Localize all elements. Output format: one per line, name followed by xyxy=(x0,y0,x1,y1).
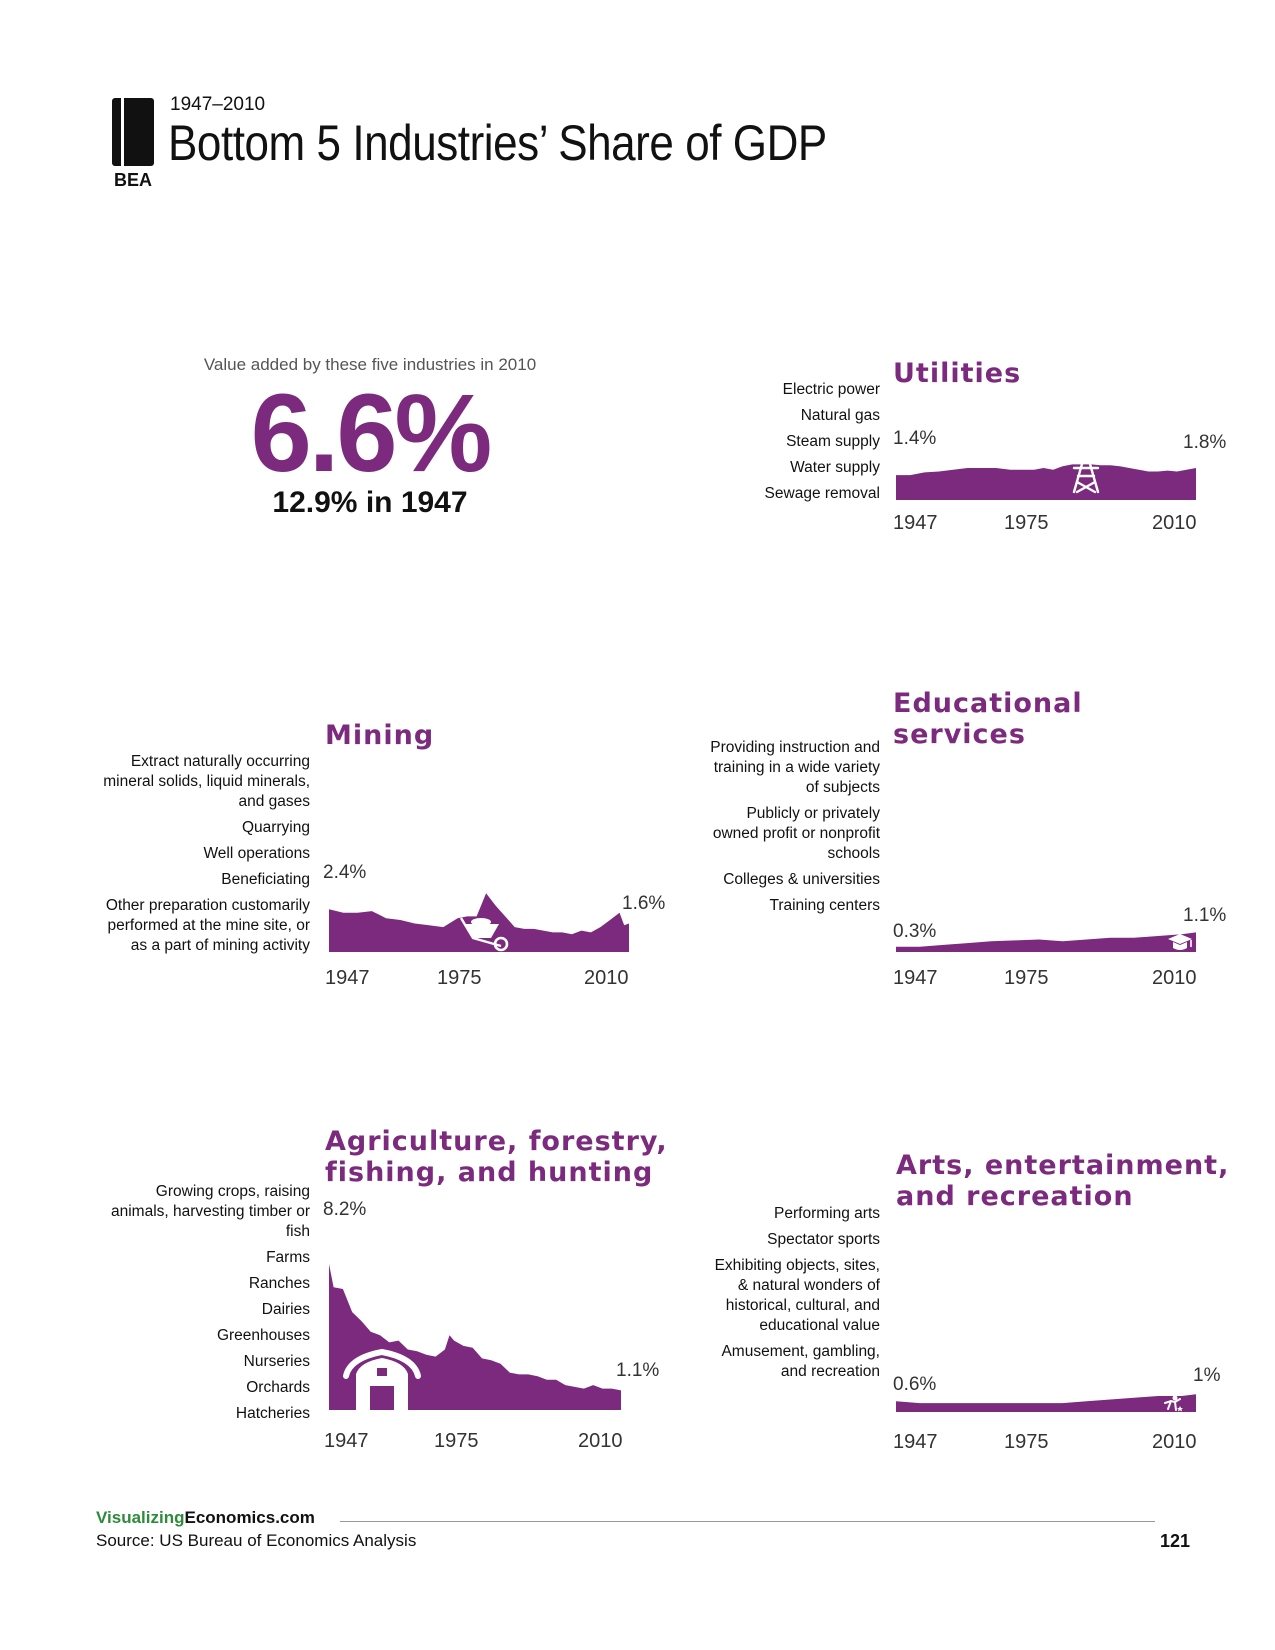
agriculture-description: Growing crops, raising animals, harvesti… xyxy=(100,1182,310,1430)
education-title: Educational services xyxy=(893,688,1083,750)
barn-icon xyxy=(343,1348,421,1410)
utilities-year-mid: 1975 xyxy=(1004,512,1049,534)
agriculture-year-end: 2010 xyxy=(578,1430,623,1452)
education-item: Publicly or privately owned profit or no… xyxy=(712,805,880,862)
utilities-area-series xyxy=(896,464,1196,500)
mining-item: Extract naturally occurring mineral soli… xyxy=(103,753,310,810)
mining-item: Well operations xyxy=(203,845,310,862)
education-year-mid: 1975 xyxy=(1004,967,1049,989)
utilities-year-end: 2010 xyxy=(1152,512,1197,534)
education-title-line1: Educational xyxy=(893,688,1083,719)
arts-year-mid: 1975 xyxy=(1004,1431,1049,1453)
agriculture-item: Dairies xyxy=(261,1301,310,1318)
education-start-value: 0.3% xyxy=(893,921,937,942)
utilities-item: Steam supply xyxy=(786,433,880,450)
bea-logo-text: BEA xyxy=(114,170,153,190)
footer-source: Source: US Bureau of Economics Analysis xyxy=(96,1531,417,1550)
mining-item: Beneficiating xyxy=(221,871,310,888)
agriculture-title: Agriculture, forestry, fishing, and hunt… xyxy=(325,1126,668,1188)
mining-year-end: 2010 xyxy=(584,967,629,989)
agriculture-end-value: 1.1% xyxy=(616,1360,660,1381)
utilities-end-value: 1.8% xyxy=(1183,432,1227,453)
utilities-description: Electric power Natural gas Steam supply … xyxy=(700,380,880,510)
arts-area-chart xyxy=(896,1394,1196,1412)
agriculture-title-line2: fishing, and hunting xyxy=(325,1157,654,1188)
arts-title-line1: Arts, entertainment, xyxy=(896,1150,1230,1181)
agriculture-start-value: 8.2% xyxy=(323,1199,367,1220)
education-area-series xyxy=(896,932,1196,952)
arts-description: Performing arts Spectator sports Exhibit… xyxy=(700,1204,880,1388)
education-end-value: 1.1% xyxy=(1183,905,1227,926)
arts-area-series xyxy=(896,1394,1196,1412)
page-number: 121 xyxy=(1160,1531,1191,1551)
agriculture-item: Greenhouses xyxy=(216,1327,310,1344)
arts-item: Performing arts xyxy=(774,1205,880,1222)
page-title: Bottom 5 Industries’ Share of GDP xyxy=(168,115,827,171)
mining-year-mid: 1975 xyxy=(437,967,482,989)
arts-year-start: 1947 xyxy=(893,1431,938,1453)
kpi-caption: Value added by these five industries in … xyxy=(203,355,537,374)
mining-end-value: 1.6% xyxy=(622,893,666,914)
arts-year-end: 2010 xyxy=(1152,1431,1197,1453)
bea-logo-mark xyxy=(112,98,154,166)
education-description: Providing instruction and training in a … xyxy=(700,738,880,922)
graduation-cap-icon xyxy=(1168,934,1192,950)
education-item: Training centers xyxy=(769,897,880,914)
arts-title-line2: and recreation xyxy=(896,1181,1134,1212)
education-area-chart xyxy=(896,932,1196,952)
agriculture-item: Nurseries xyxy=(243,1353,310,1370)
arts-title: Arts, entertainment, and recreation xyxy=(896,1150,1229,1212)
utilities-item: Electric power xyxy=(782,381,880,398)
kpi-value: 6.6% xyxy=(250,372,493,495)
agriculture-item: Hatcheries xyxy=(235,1405,310,1422)
utilities-area-chart xyxy=(896,464,1196,500)
education-item: Colleges & universities xyxy=(723,871,880,888)
arts-end-value: 1% xyxy=(1193,1365,1221,1386)
agriculture-item: Ranches xyxy=(248,1275,310,1292)
footer-brand-part2: Economics.com xyxy=(184,1508,315,1527)
agriculture-year-mid: 1975 xyxy=(434,1430,479,1452)
agriculture-item: Farms xyxy=(266,1249,310,1266)
agriculture-item: Growing crops, raising animals, harvesti… xyxy=(111,1183,310,1240)
mining-year-start: 1947 xyxy=(325,967,370,989)
education-item: Providing instruction and training in a … xyxy=(710,739,880,796)
utilities-year-start: 1947 xyxy=(893,512,938,534)
performer-icon xyxy=(1164,1395,1183,1412)
agriculture-title-line1: Agriculture, forestry, xyxy=(325,1126,668,1157)
footer-brand-part1: Visualizing xyxy=(96,1508,185,1527)
education-year-start: 1947 xyxy=(893,967,938,989)
arts-start-value: 0.6% xyxy=(893,1374,937,1395)
kpi-sub: 12.9% in 1947 xyxy=(272,486,468,519)
education-year-end: 2010 xyxy=(1152,967,1197,989)
mining-item: Other preparation customarily performed … xyxy=(105,897,310,954)
utilities-start-value: 1.4% xyxy=(893,428,937,449)
mining-start-value: 2.4% xyxy=(323,862,367,883)
arts-item: Amusement, gambling, and recreation xyxy=(721,1343,880,1380)
mining-title: Mining xyxy=(325,720,435,751)
footer-rule xyxy=(340,1521,1155,1522)
mining-item: Quarrying xyxy=(241,819,310,836)
arts-item: Exhibiting objects, sites, & natural won… xyxy=(714,1257,880,1334)
utilities-item: Sewage removal xyxy=(764,485,880,502)
agriculture-item: Orchards xyxy=(246,1379,310,1396)
mining-description: Extract naturally occurring mineral soli… xyxy=(100,752,310,962)
utilities-item: Water supply xyxy=(790,459,880,476)
wheelbarrow-icon xyxy=(459,917,509,952)
agriculture-year-start: 1947 xyxy=(324,1430,369,1452)
utilities-item: Natural gas xyxy=(800,407,880,424)
education-title-line2: services xyxy=(893,719,1026,750)
power-tower-icon xyxy=(1068,448,1104,494)
page-subtitle: 1947–2010 xyxy=(170,94,266,115)
utilities-title: Utilities xyxy=(893,358,1022,389)
footer-brand: VisualizingEconomics.com xyxy=(96,1508,315,1528)
arts-item: Spectator sports xyxy=(767,1231,880,1248)
